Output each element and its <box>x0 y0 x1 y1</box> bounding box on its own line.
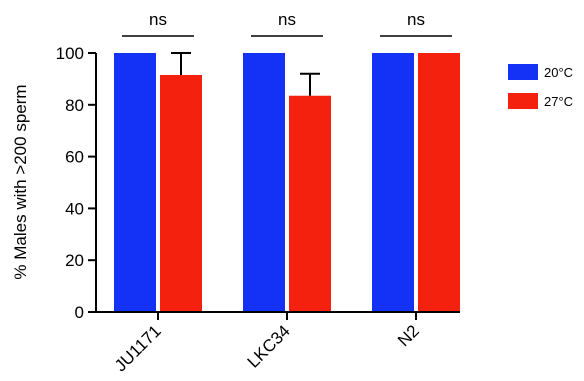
significance-label: ns <box>407 10 425 29</box>
plot-area <box>114 52 460 312</box>
legend-swatch-1 <box>508 64 538 80</box>
y-tick-label: 60 <box>65 148 84 167</box>
legend: 20°C 27°C <box>508 64 573 109</box>
x-tick-label-lkc34: LKC34 <box>244 321 294 371</box>
y-tick-label: 100 <box>56 44 84 63</box>
y-tick-label: 0 <box>75 303 84 322</box>
bar-n2-series2 <box>418 53 460 312</box>
y-tick-label: 20 <box>65 251 84 270</box>
y-tick-label: 40 <box>65 199 84 218</box>
legend-label-1: 20°C <box>544 65 573 80</box>
bar-lkc34-series1 <box>243 53 285 312</box>
legend-swatch-2 <box>508 93 538 109</box>
bar-ju1171-series2 <box>160 75 202 312</box>
bar-n2-series1 <box>372 53 414 312</box>
significance-annotations: ns ns ns <box>122 10 452 37</box>
significance-label: ns <box>149 10 167 29</box>
significance-label: ns <box>278 10 296 29</box>
x-tick-label-ju1171: JU1171 <box>111 321 165 375</box>
bar-lkc34-series2 <box>289 95 331 312</box>
x-tick-label-n2: N2 <box>394 321 423 350</box>
y-tick-label: 80 <box>65 96 84 115</box>
legend-label-2: 27°C <box>544 94 573 109</box>
y-axis-label: % Males with >200 sperm <box>11 84 30 279</box>
bar-ju1171-series1 <box>114 53 156 312</box>
